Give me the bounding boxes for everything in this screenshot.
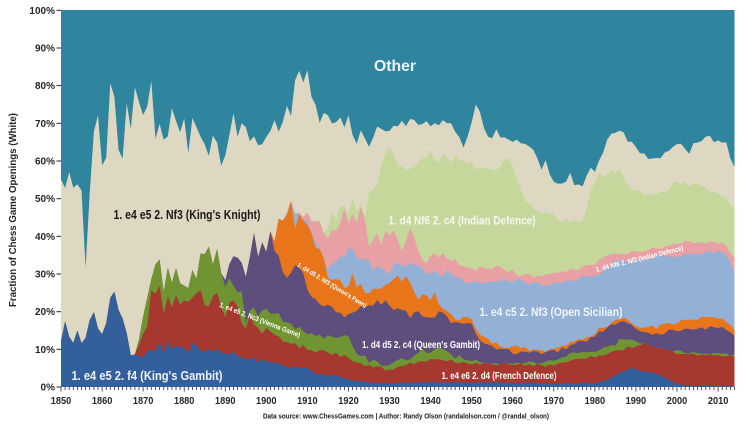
svg-text:80%: 80% [35, 81, 55, 92]
svg-text:Other: Other [374, 58, 416, 75]
svg-text:1870: 1870 [133, 396, 154, 407]
svg-text:1. d4 d5 2. c4 (Queen's Gambit: 1. d4 d5 2. c4 (Queen's Gambit) [362, 339, 480, 351]
svg-text:1890: 1890 [215, 396, 236, 407]
svg-text:1880: 1880 [174, 396, 195, 407]
svg-text:1970: 1970 [544, 396, 565, 407]
svg-text:1. e4 e6 2. d4 (French Defence: 1. e4 e6 2. d4 (French Defence) [442, 370, 557, 382]
svg-text:1940: 1940 [420, 396, 441, 407]
svg-text:1900: 1900 [256, 396, 277, 407]
svg-text:40%: 40% [35, 232, 55, 243]
svg-text:2010: 2010 [708, 396, 729, 407]
svg-text:0%: 0% [41, 383, 56, 394]
svg-text:1. e4 e5 2. Nf3 (King's Knight: 1. e4 e5 2. Nf3 (King's Knight) [114, 208, 261, 222]
svg-text:1930: 1930 [379, 396, 400, 407]
svg-text:1860: 1860 [92, 396, 113, 407]
svg-text:1960: 1960 [502, 396, 523, 407]
svg-text:100%: 100% [29, 6, 55, 17]
svg-text:1990: 1990 [626, 396, 647, 407]
svg-text:1850: 1850 [51, 396, 72, 407]
svg-text:Data source: www.ChessGames.co: Data source: www.ChessGames.com | Author… [263, 414, 549, 421]
svg-text:90%: 90% [35, 44, 55, 55]
svg-text:10%: 10% [35, 345, 55, 356]
svg-text:20%: 20% [35, 307, 55, 318]
svg-text:1. e4 c5 2. Nf3 (Open Sicilian: 1. e4 c5 2. Nf3 (Open Sicilian) [480, 305, 623, 319]
svg-text:50%: 50% [35, 194, 55, 205]
svg-text:2000: 2000 [667, 396, 688, 407]
svg-text:1980: 1980 [585, 396, 606, 407]
svg-text:1910: 1910 [297, 396, 318, 407]
svg-text:1920: 1920 [338, 396, 359, 407]
svg-text:1. d4 Nf6 2. c4 (Indian Defenc: 1. d4 Nf6 2. c4 (Indian Defence) [389, 216, 536, 228]
svg-text:30%: 30% [35, 270, 55, 281]
svg-text:1950: 1950 [461, 396, 482, 407]
svg-text:1. e4 e5 2. f4 (King's Gambit): 1. e4 e5 2. f4 (King's Gambit) [72, 369, 223, 383]
svg-text:70%: 70% [35, 119, 55, 130]
svg-text:60%: 60% [35, 157, 55, 168]
svg-text:Fraction of Chess Game Opening: Fraction of Chess Game Openings (White) [7, 113, 19, 307]
